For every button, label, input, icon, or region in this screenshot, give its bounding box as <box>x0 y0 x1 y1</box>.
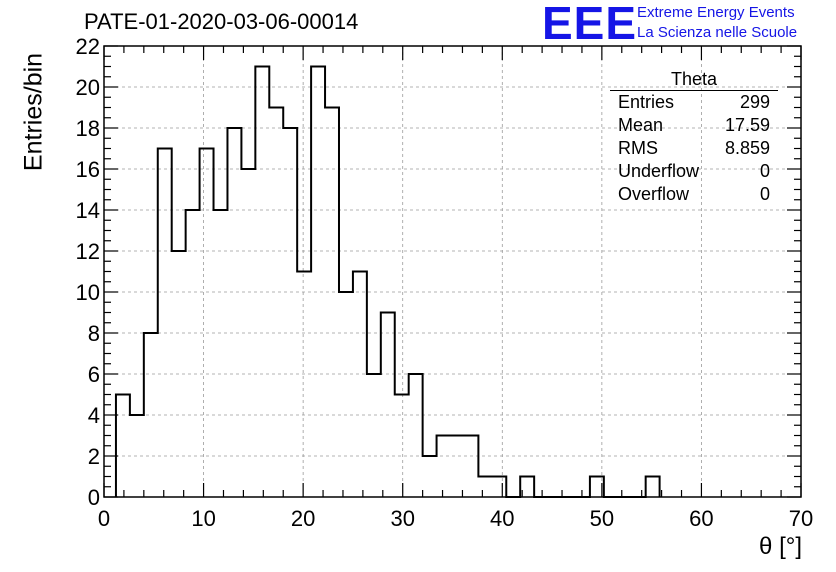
stats-value: 0 <box>759 184 770 204</box>
histogram-bin <box>451 436 465 498</box>
histogram-bin <box>325 108 339 498</box>
logo-caption-line-2: La Scienza nelle Scuole <box>637 24 798 41</box>
stats-row-rms: RMS 8.859 <box>610 137 778 160</box>
histogram-bin <box>423 456 437 497</box>
histogram-bin <box>227 128 241 497</box>
histogram-bin <box>283 128 297 497</box>
histogram-bin <box>367 374 381 497</box>
histogram-bin <box>116 395 130 498</box>
y-tick-label: 0 <box>88 485 100 510</box>
stats-box: Theta Entries 299 Mean 17.59 RMS 8.859 U… <box>610 70 778 206</box>
y-tick-label: 22 <box>76 34 100 59</box>
chart-title: PATE-01-2020-03-06-00014 <box>84 9 359 34</box>
histogram-bin <box>353 272 367 498</box>
y-tick-label: 4 <box>88 403 100 428</box>
y-tick-label: 18 <box>76 116 100 141</box>
stats-value: 17.59 <box>724 115 770 135</box>
x-tick-label: 70 <box>789 506 813 531</box>
histogram-bin <box>492 477 506 498</box>
y-tick-label: 10 <box>76 280 100 305</box>
stats-label: Entries <box>618 92 675 112</box>
x-axis-label: θ [°] <box>759 533 802 560</box>
histogram-bin <box>311 67 325 498</box>
y-tick-label: 14 <box>76 198 100 223</box>
x-tick-label: 10 <box>191 506 215 531</box>
stats-label: Overflow <box>618 184 690 204</box>
stats-value: 8.859 <box>724 138 770 158</box>
x-tick-label: 50 <box>590 506 614 531</box>
histogram-bin <box>409 374 423 497</box>
histogram-outline <box>114 65 661 498</box>
stats-row-overflow: Overflow 0 <box>610 183 778 206</box>
y-tick-label: 12 <box>76 239 100 264</box>
histogram-bin <box>339 292 353 497</box>
histogram-bin <box>158 149 172 498</box>
x-tick-label: 40 <box>490 506 514 531</box>
stats-row-entries: Entries 299 <box>610 91 778 114</box>
histogram-bin <box>214 210 228 497</box>
x-tick-label: 30 <box>390 506 414 531</box>
y-tick-label: 16 <box>76 157 100 182</box>
y-tick-label: 6 <box>88 362 100 387</box>
stats-label: Mean <box>618 115 664 135</box>
y-tick-label: 2 <box>88 444 100 469</box>
stats-label: RMS <box>618 138 658 158</box>
histogram-bin <box>144 333 158 497</box>
stats-label: Underflow <box>618 161 700 181</box>
stats-value: 299 <box>739 92 770 112</box>
histogram-bin <box>464 436 478 498</box>
stats-title: Theta <box>610 70 778 91</box>
histogram-bin <box>381 313 395 498</box>
histogram-bin <box>200 149 214 498</box>
histogram-bin <box>297 272 311 498</box>
x-tick-label: 60 <box>689 506 713 531</box>
stats-row-underflow: Underflow 0 <box>610 160 778 183</box>
histogram-bin <box>437 436 451 498</box>
histogram-bin <box>255 67 269 498</box>
histogram-bin <box>646 477 660 498</box>
histogram-bin <box>269 108 283 498</box>
x-tick-label: 20 <box>291 506 315 531</box>
stats-value: 0 <box>759 161 770 181</box>
eee-logo: EEE <box>542 0 638 49</box>
histogram-bars <box>114 65 661 498</box>
histogram-bin <box>395 395 409 498</box>
y-tick-label: 8 <box>88 321 100 346</box>
axis-tick-labels: 0 10 20 30 40 50 60 70 0 2 4 6 8 10 12 14 16 18 20 22 <box>76 34 814 531</box>
histogram-bin <box>186 210 200 497</box>
logo-caption: Extreme Energy Events La Scienza nelle S… <box>637 3 797 43</box>
axis-ticks <box>103 45 802 498</box>
y-axis-label: Entries/bin <box>19 52 48 172</box>
x-tick-label: 0 <box>98 506 110 531</box>
logo-caption-line-1: Extreme Energy Events <box>637 4 795 21</box>
y-tick-label: 20 <box>76 75 100 100</box>
histogram-bin <box>478 477 492 498</box>
stats-row-mean: Mean 17.59 <box>610 114 778 137</box>
